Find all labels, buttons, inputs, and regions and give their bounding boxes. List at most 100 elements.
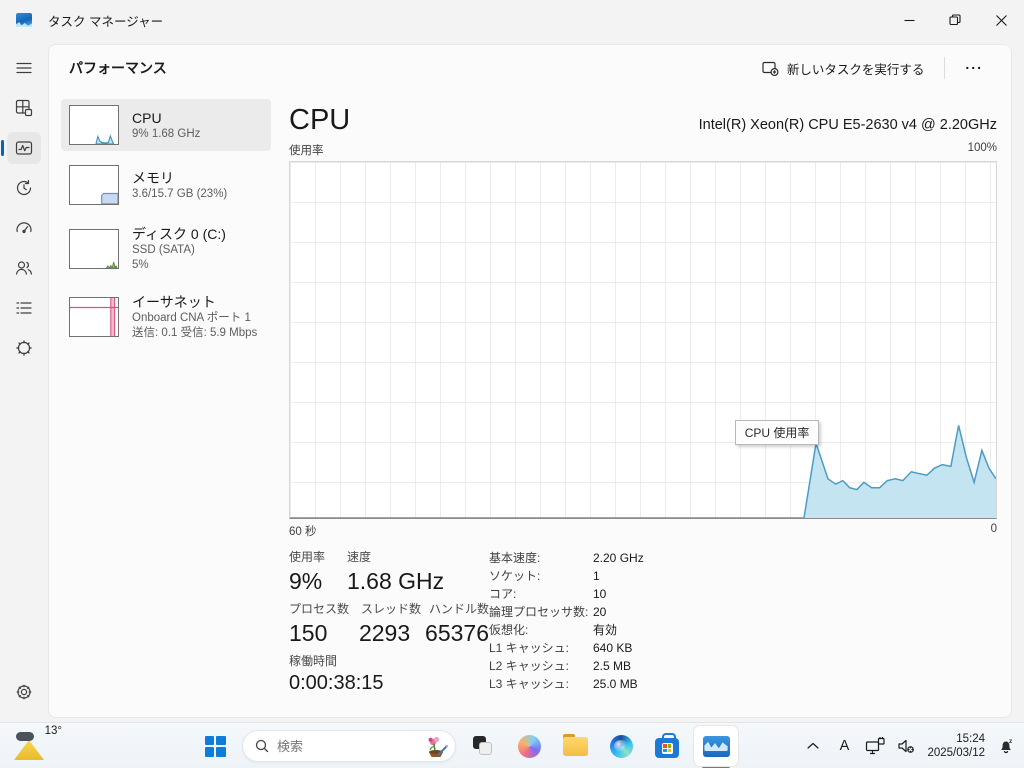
tray-chevron-button[interactable]	[801, 730, 825, 762]
chevron-up-icon	[807, 742, 820, 749]
start-button[interactable]	[196, 727, 234, 765]
edge-icon	[609, 734, 633, 758]
sidebar-item-processes[interactable]	[7, 92, 41, 124]
task-manager-taskbar-button[interactable]	[694, 726, 738, 768]
memory-mini-graph	[69, 165, 119, 205]
window-title: タスク マネージャー	[48, 14, 164, 29]
handles-label: ハンドル数	[429, 602, 490, 616]
weather-widget[interactable]: 13°	[12, 725, 64, 767]
file-explorer-button[interactable]	[556, 727, 594, 765]
minimize-button[interactable]	[886, 0, 932, 40]
copilot-icon	[517, 734, 541, 758]
cpu-graph-curve	[290, 425, 996, 518]
graph-tooltip: CPU 使用率	[734, 420, 820, 445]
processes-label: プロセス数	[289, 602, 350, 616]
weather-temperature: 13°	[44, 725, 62, 737]
search-input[interactable]	[277, 738, 423, 754]
new-task-icon	[762, 61, 779, 76]
network-tray-button[interactable]	[863, 730, 887, 762]
sidebar-item-startup-apps[interactable]	[7, 212, 41, 244]
usage-value: 9%	[289, 568, 323, 594]
hamburger-icon	[16, 62, 32, 74]
volume-muted-tray-button[interactable]	[894, 730, 918, 762]
speedometer-icon	[16, 222, 32, 234]
restore-button[interactable]	[932, 0, 978, 40]
bell-dnd-icon: z	[1001, 738, 1013, 754]
threads-value: 2293	[358, 620, 411, 646]
gear-icon	[16, 684, 32, 700]
weather-icon	[14, 732, 44, 760]
taskbar-search[interactable]	[242, 730, 456, 762]
tray-time: 15:24	[956, 732, 985, 745]
taskbar: 13°	[0, 722, 1024, 768]
details-list-icon	[16, 302, 32, 314]
ime-language-indicator[interactable]: A	[839, 738, 850, 754]
edge-button[interactable]	[602, 727, 640, 765]
search-seasonal-flower-icon	[428, 736, 449, 757]
close-button[interactable]	[978, 0, 1024, 40]
task-view-button[interactable]	[464, 727, 502, 765]
performance-list: CPU 9% 1.68 GHz メモリ 3.6/15.7 GB (23%)	[49, 91, 281, 717]
store-icon	[655, 733, 679, 758]
cpu-stats-block: 使用率 速度 9% 1.68 GHz プロセス数 スレッド数 ハンドル数 150	[289, 549, 489, 701]
services-icon	[16, 340, 32, 356]
nav-rail	[0, 40, 48, 722]
command-bar-separator	[944, 57, 946, 79]
copilot-button[interactable]	[510, 727, 548, 765]
titlebar: タスク マネージャー	[0, 0, 1024, 40]
more-options-button[interactable]: ...	[955, 54, 993, 82]
notification-bell-button[interactable]: z	[994, 730, 1018, 762]
performance-icon	[15, 141, 33, 155]
svg-text:z: z	[1009, 738, 1013, 745]
uptime-value: 0:00:38:15	[289, 672, 384, 694]
perf-item-ethernet[interactable]: イーサネット Onboard CNA ポート 1 送信: 0.1 受信: 5.9…	[61, 287, 271, 347]
ethernet-mini-graph	[69, 297, 119, 337]
sidebar-item-services[interactable]	[7, 332, 41, 364]
perf-item-cpu[interactable]: CPU 9% 1.68 GHz	[61, 99, 271, 151]
perf-item-disk-0[interactable]: ディスク 0 (C:) SSD (SATA) 5%	[61, 219, 271, 279]
sidebar-item-details[interactable]	[7, 292, 41, 324]
close-icon	[995, 14, 1007, 26]
sidebar-item-performance[interactable]	[1, 132, 41, 164]
processes-value: 150	[289, 620, 328, 646]
disk-mini-graph	[69, 229, 119, 269]
uptime-label: 稼働時間	[289, 654, 338, 668]
sidebar-item-settings[interactable]	[7, 676, 41, 708]
sidebar-item-users[interactable]	[7, 252, 41, 284]
tray-date: 2025/03/12	[927, 747, 985, 759]
cpu-model-name: Intel(R) Xeon(R) CPU E5-2630 v4 @ 2.20GH…	[698, 117, 997, 133]
search-icon	[255, 739, 269, 753]
handles-value: 65376	[425, 620, 489, 646]
page-title: パフォーマンス	[69, 60, 167, 76]
system-tray: A 15:24 2025/03/12 z	[801, 723, 1018, 768]
graph-y-axis-label: 使用率	[289, 145, 324, 157]
task-manager-app-icon	[16, 13, 32, 27]
cpu-graph-fill	[290, 425, 996, 518]
minimize-icon	[904, 19, 914, 21]
usage-label: 使用率	[289, 550, 326, 564]
task-manager-icon	[702, 735, 730, 757]
run-new-task-button[interactable]: 新しいタスクを実行する	[752, 53, 935, 84]
graph-max-label: 100%	[967, 142, 997, 154]
users-icon	[16, 261, 32, 275]
run-new-task-label: 新しいタスクを実行する	[786, 62, 925, 77]
sidebar-item-app-history[interactable]	[7, 172, 41, 204]
file-explorer-icon	[562, 733, 588, 756]
cpu-graph-line	[290, 425, 996, 518]
graph-x-axis-right-label: 0	[990, 523, 997, 535]
tray-clock[interactable]: 15:24 2025/03/12	[925, 732, 987, 761]
restore-icon	[949, 14, 961, 26]
cpu-usage-graph[interactable]: CPU 使用率	[289, 161, 997, 519]
command-bar: パフォーマンス 新しいタスクを実行する ...	[49, 45, 1011, 91]
history-icon	[16, 179, 32, 196]
cpu-page-title: CPU	[289, 104, 351, 136]
threads-label: スレッド数	[361, 602, 422, 616]
speaker-muted-icon	[898, 739, 915, 753]
graph-x-axis-left-label: 60 秒	[289, 526, 317, 538]
nav-menu-button[interactable]	[7, 52, 41, 84]
speed-label: 速度	[347, 550, 372, 564]
perf-item-memory[interactable]: メモリ 3.6/15.7 GB (23%)	[61, 159, 271, 211]
speed-value: 1.68 GHz	[347, 568, 445, 594]
microsoft-store-button[interactable]	[648, 727, 686, 765]
processes-icon	[15, 99, 33, 117]
